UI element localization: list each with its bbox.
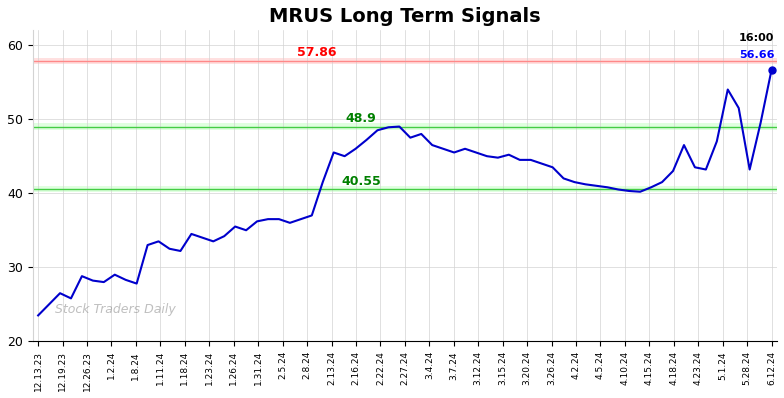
Text: 56.66: 56.66 xyxy=(739,50,775,60)
Title: MRUS Long Term Signals: MRUS Long Term Signals xyxy=(269,7,541,26)
Bar xyxy=(33,58,777,64)
Text: 57.86: 57.86 xyxy=(297,47,336,59)
Bar xyxy=(33,123,777,130)
Text: 48.9: 48.9 xyxy=(346,112,376,125)
Text: Stock Traders Daily: Stock Traders Daily xyxy=(55,303,176,316)
Text: 16:00: 16:00 xyxy=(739,33,775,43)
Text: 40.55: 40.55 xyxy=(341,175,381,188)
Bar xyxy=(33,186,777,193)
